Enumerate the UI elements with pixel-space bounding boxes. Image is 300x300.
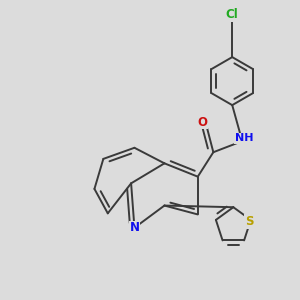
Text: N: N bbox=[129, 221, 140, 234]
Text: NH: NH bbox=[235, 134, 253, 143]
Text: O: O bbox=[197, 116, 207, 129]
Text: Cl: Cl bbox=[226, 8, 239, 22]
Text: S: S bbox=[245, 215, 254, 228]
